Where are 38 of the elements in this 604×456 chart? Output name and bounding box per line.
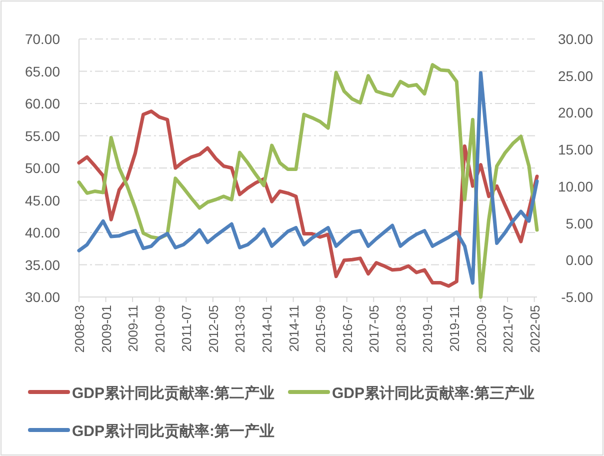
- y-tick-label: 55.00: [24, 128, 60, 144]
- x-tick-label: 2009-11: [126, 305, 141, 352]
- y2-tick-label: 20.00: [558, 104, 594, 121]
- x-tick-label: 2020-09: [474, 305, 489, 353]
- x-tick-label: 2014-01: [259, 305, 274, 353]
- y-tick-label: 30.00: [24, 289, 60, 305]
- x-tick-label: 2018-03: [393, 305, 408, 353]
- x-tick-label: 2010-09: [152, 305, 168, 353]
- x-tick-label: 2012-05: [206, 305, 221, 353]
- x-tick-label: 2019-01: [420, 305, 436, 353]
- x-tick-label: 2011-07: [179, 305, 194, 352]
- y2-tick-label: 0.00: [566, 252, 594, 268]
- y-tick-label: 65.00: [24, 63, 60, 80]
- x-tick-label: 2017-05: [366, 305, 382, 353]
- legend-label: GDP累计同比贡献率:第三产业: [332, 384, 534, 402]
- x-tick-label: 2009-01: [98, 305, 114, 353]
- x-tick-label: 2016-07: [340, 305, 355, 353]
- y2-tick-label: 30.00: [558, 31, 594, 47]
- legend-label: GDP累计同比贡献率:第一产业: [72, 422, 274, 440]
- y-tick-label: 45.00: [24, 192, 60, 208]
- y2-tick-label: -5.00: [561, 289, 594, 305]
- y-tick-label: 40.00: [24, 224, 60, 240]
- y-tick-label: 35.00: [24, 256, 60, 273]
- x-tick-label: 2013-03: [232, 305, 248, 353]
- y-tick-label: 70.00: [24, 31, 60, 47]
- x-tick-label: 2019-11: [446, 305, 462, 352]
- x-tick-label: 2014-11: [286, 305, 302, 352]
- y2-tick-label: 15.00: [558, 142, 594, 158]
- legend-label: GDP累计同比贡献率:第二产业: [72, 384, 274, 402]
- x-tick-label: 2022-05: [527, 305, 542, 353]
- y2-tick-label: 25.00: [558, 68, 594, 84]
- y-tick-label: 60.00: [24, 96, 60, 112]
- x-tick-label: 2015-09: [313, 305, 328, 353]
- y-tick-label: 50.00: [24, 160, 60, 176]
- x-tick-label: 2008-03: [72, 305, 87, 353]
- y2-tick-label: 10.00: [558, 178, 594, 194]
- y2-tick-label: 5.00: [566, 215, 594, 232]
- x-tick-label: 2021-07: [500, 305, 516, 353]
